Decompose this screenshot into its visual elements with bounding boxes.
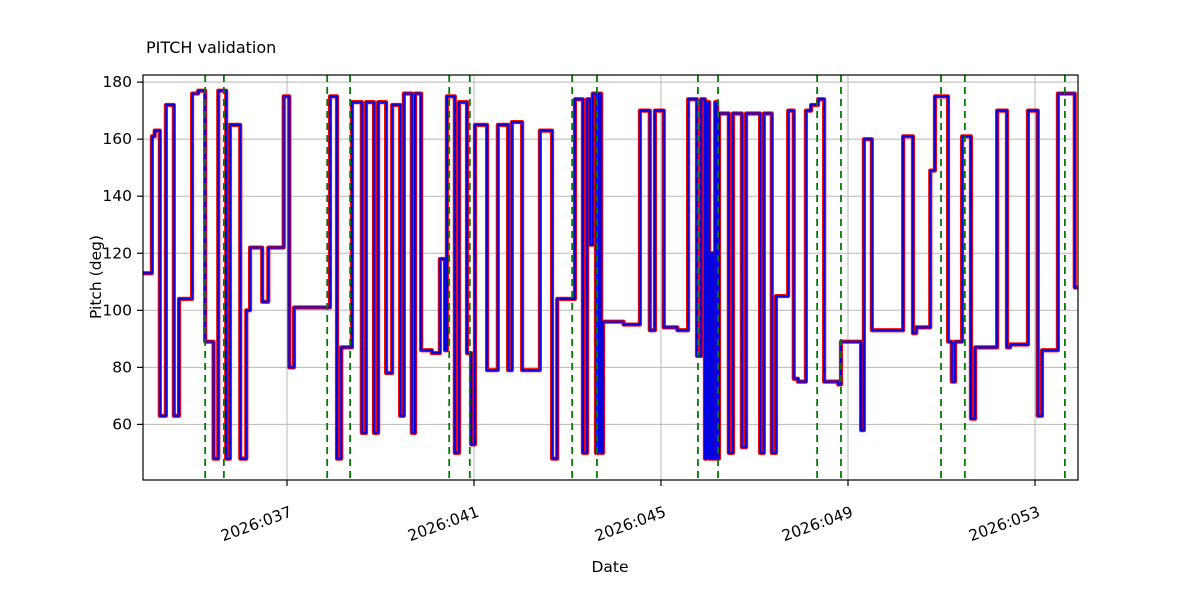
x-tick-label: 2026:037: [218, 503, 294, 545]
x-tick-label: 2026:045: [592, 503, 668, 545]
chart-title: PITCH validation: [146, 38, 277, 57]
y-tick-label: 140: [102, 187, 132, 205]
validated-line: [143, 89, 1078, 460]
plot-border: [142, 74, 1079, 481]
x-tick-label: 2026:041: [405, 503, 481, 545]
x-axis-label: Date: [591, 558, 629, 576]
x-tick-label: 2026:053: [966, 503, 1042, 545]
y-tick-label: 120: [102, 244, 132, 262]
y-tick-label: 100: [102, 301, 132, 319]
y-tick-label: 60: [112, 415, 132, 433]
y-tick-label: 180: [102, 73, 132, 91]
x-tick-label: 2026:049: [779, 503, 855, 545]
y-tick-label: 80: [112, 358, 132, 376]
y-axis-label: Pitch (deg): [87, 235, 105, 319]
y-tick-label: 160: [102, 130, 132, 148]
